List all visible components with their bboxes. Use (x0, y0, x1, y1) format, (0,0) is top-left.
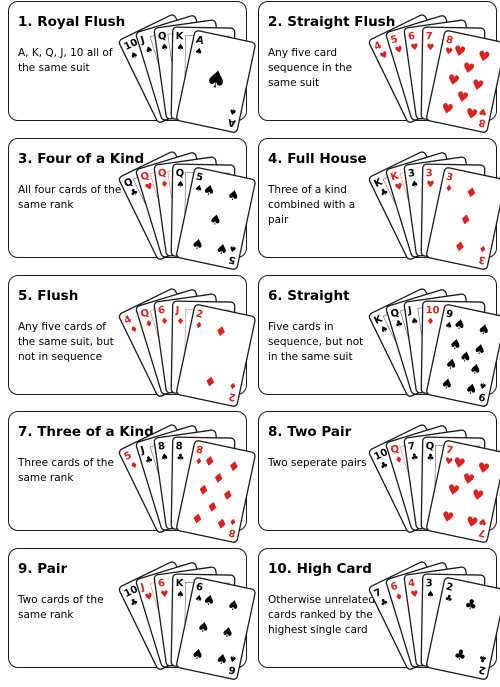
hand-title: 7. Three of a Kind (18, 424, 154, 440)
hand-title: 6. Straight (268, 288, 350, 304)
hand-description: All four cards of the same rank (18, 184, 122, 211)
hand-description: Any five card sequence in the same suit (268, 47, 353, 89)
hand-panel: 9. Pair Two cards of the same rank (8, 548, 247, 668)
hand-panel: 6. Straight Five cards in sequence, but n… (258, 275, 497, 395)
hand-description: Three cards of the same rank (18, 457, 114, 484)
hand-panel: 5. Flush Any five cards of the same suit,… (8, 275, 247, 395)
hand-title: 9. Pair (18, 561, 68, 577)
hand-panel: 4. Full House Three of a kind combined wi… (258, 138, 497, 258)
hand-panel: 8. Two Pair Two seperate pairs (258, 411, 497, 531)
hand-panel: 1. Royal Flush A, K, Q, J, 10 all of the … (8, 1, 247, 121)
hand-description: Three of a kind combined with a pair (268, 184, 356, 226)
hand-panel: 3. Four of a Kind All four cards of the s… (8, 138, 247, 258)
hand-title: 2. Straight Flush (268, 14, 396, 30)
hand-panel: 2. Straight Flush Any five card sequence … (258, 1, 497, 121)
hand-title: 10. High Card (268, 561, 372, 577)
hand-title: 3. Four of a Kind (18, 151, 145, 167)
hand-panel: 7. Three of a Kind Three cards of the sam… (8, 411, 247, 531)
hand-description: Any five cards of the same suit, but not… (18, 321, 114, 363)
hand-description: Five cards in sequence, but not in the s… (268, 321, 364, 363)
hand-panel: 10. High Card Otherwise unrelated cards r… (258, 548, 497, 668)
hand-title: 8. Two Pair (268, 424, 352, 440)
hand-title: 5. Flush (18, 288, 79, 304)
hand-description: A, K, Q, J, 10 all of the same suit (18, 47, 113, 74)
hand-description: Otherwise unrelated cards ranked by the … (268, 594, 376, 636)
hand-description: Two seperate pairs (268, 457, 367, 469)
hand-title: 4. Full House (268, 151, 367, 167)
hand-description: Two cards of the same rank (18, 594, 104, 621)
hand-title: 1. Royal Flush (18, 14, 126, 30)
